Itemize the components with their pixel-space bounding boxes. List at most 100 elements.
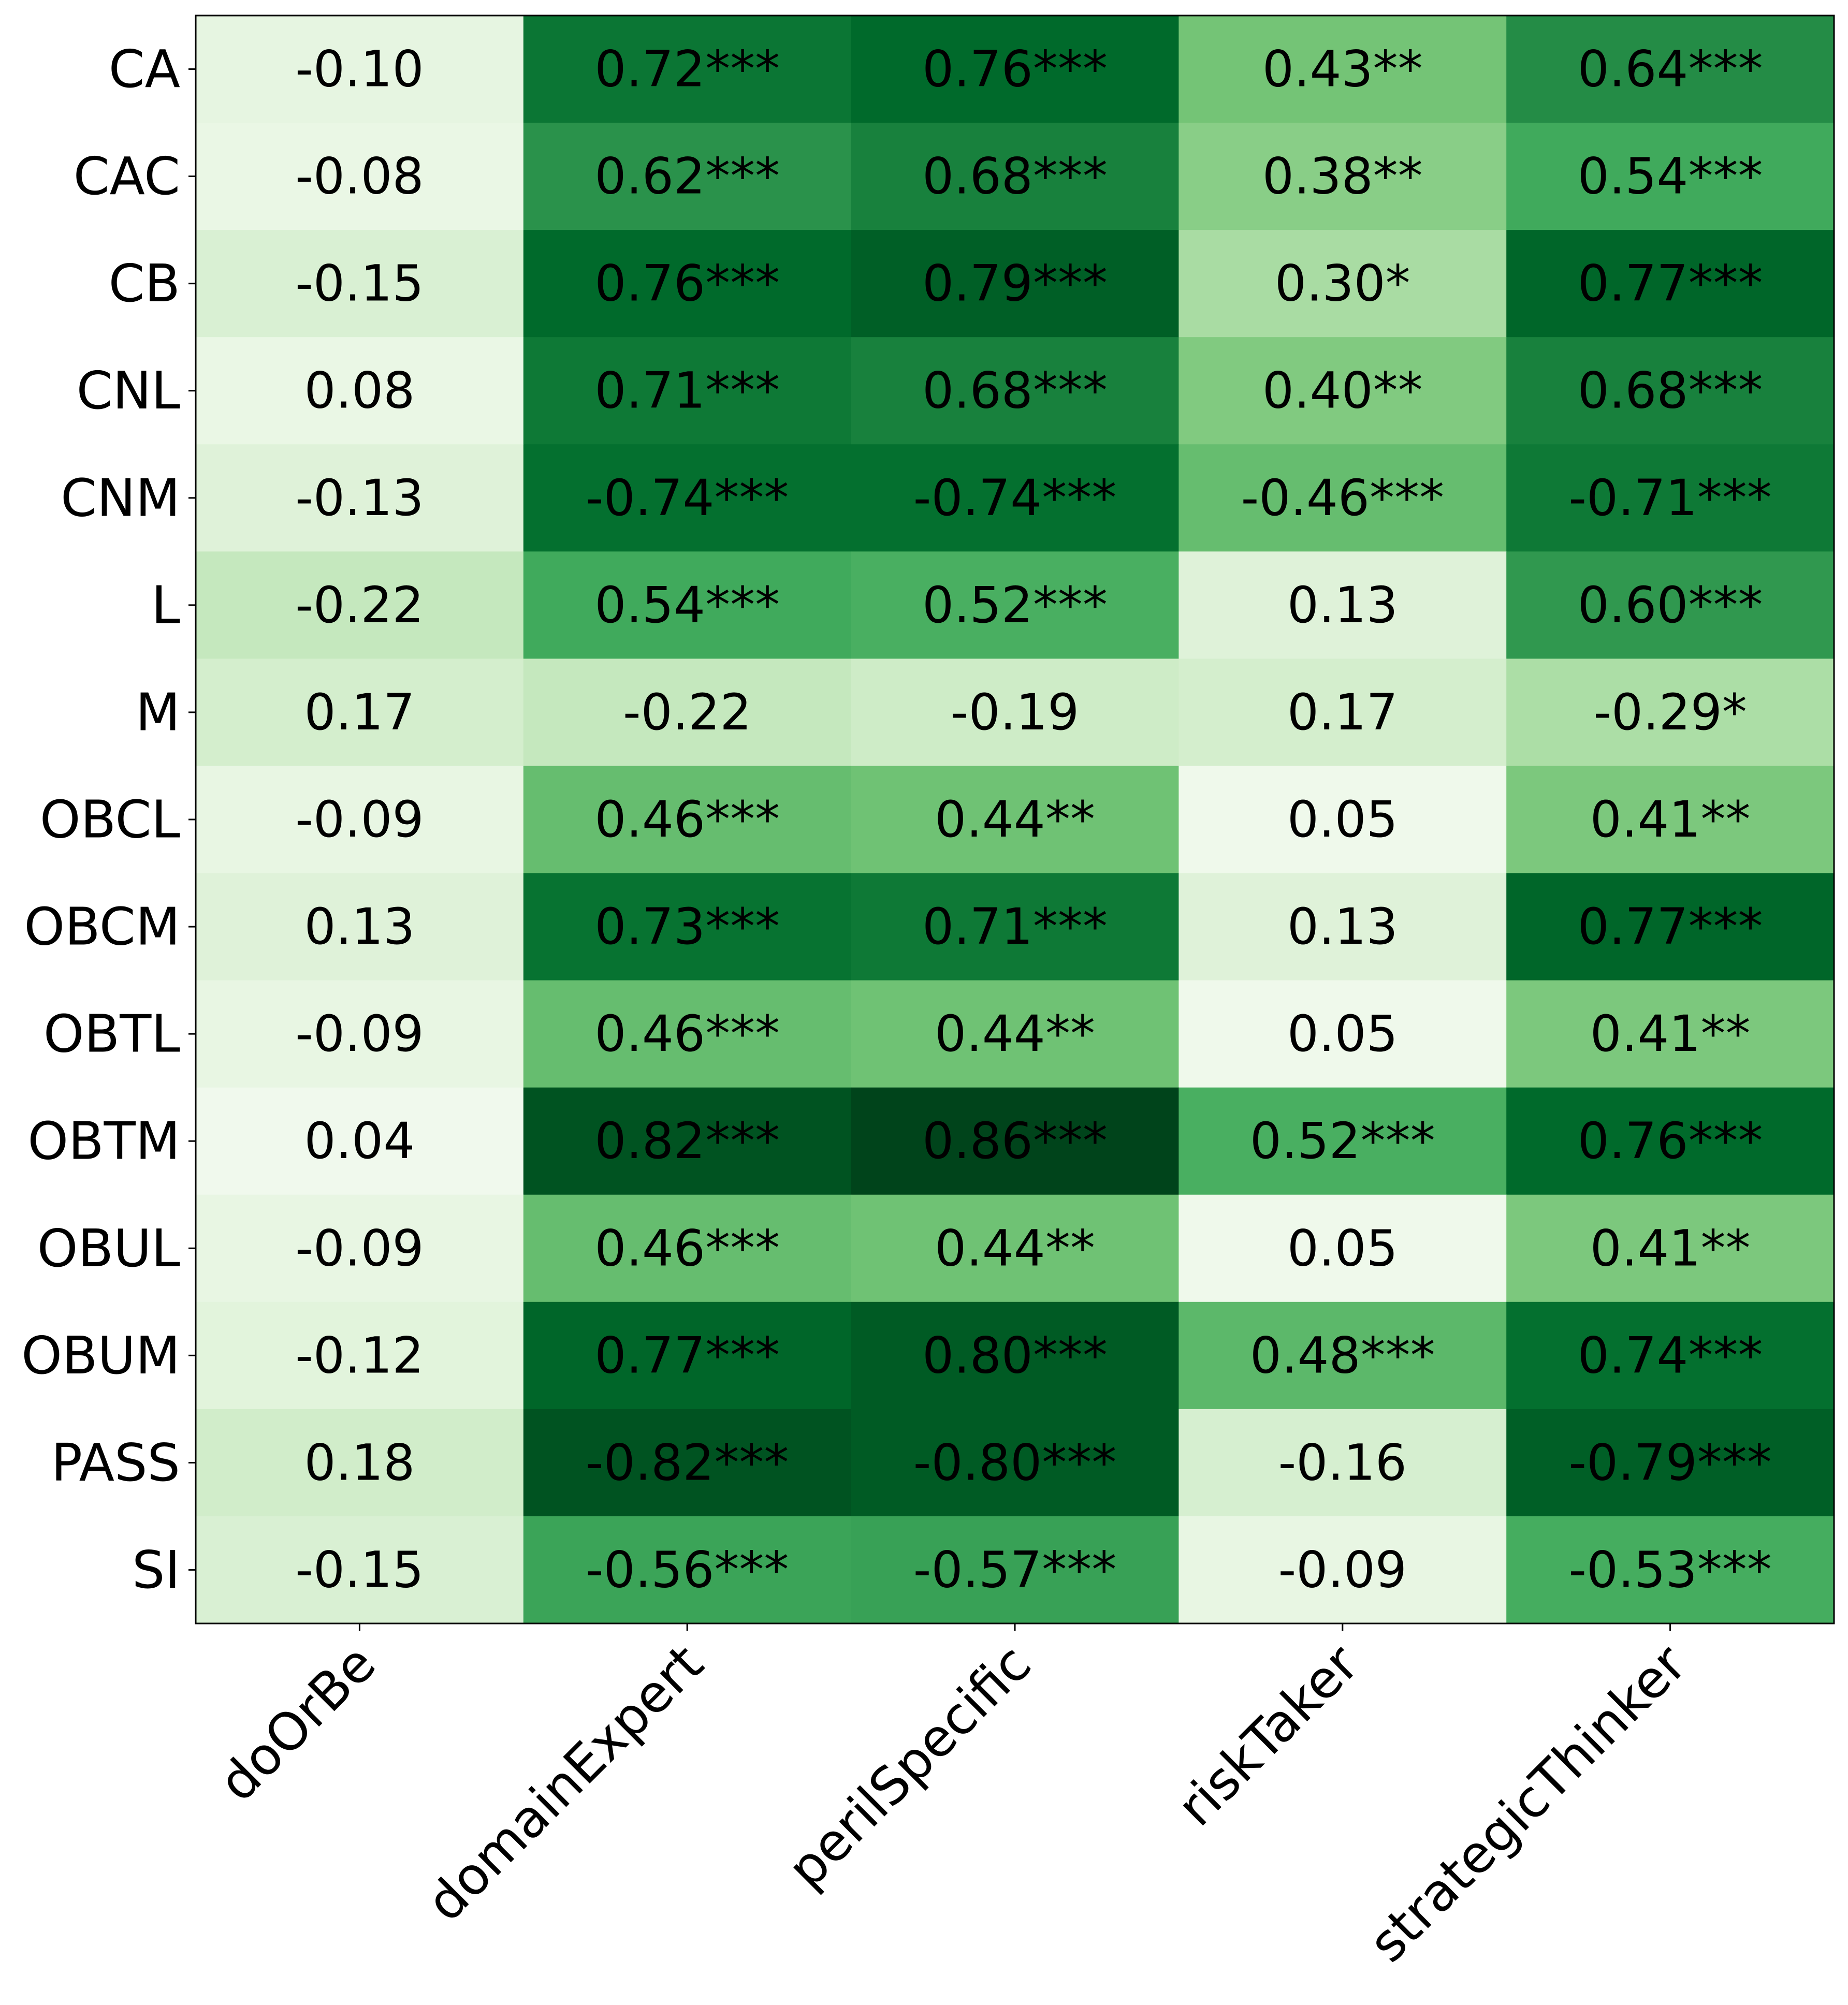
cell-value-label: 0.77*** (1578, 898, 1763, 956)
heatmap-cell (1506, 551, 1835, 659)
cell-value-label: -0.15 (295, 255, 424, 313)
heatmap-cell (1506, 873, 1835, 981)
cell-value-label: -0.46*** (1241, 469, 1444, 527)
cell-value-label: 0.76*** (1578, 1112, 1763, 1170)
cell-value-label: 0.46*** (594, 1005, 780, 1063)
heatmap-cell (1178, 444, 1507, 552)
cell-value-label: -0.12 (295, 1326, 424, 1384)
heatmap-cell (1178, 980, 1507, 1088)
heatmap-cell (523, 1516, 852, 1624)
cell-value-label: -0.29* (1593, 683, 1747, 741)
y-tick-label: OBUL (37, 1218, 181, 1279)
y-tick-label: SI (132, 1540, 180, 1600)
heatmap-cell (851, 1516, 1179, 1624)
heatmap-cell (1178, 230, 1507, 338)
heatmap-cell (851, 230, 1179, 338)
heatmap-cell (1178, 123, 1507, 230)
cell-value-label: -0.10 (295, 40, 424, 98)
y-tick-label: PASS (51, 1432, 180, 1493)
cell-value-label: 0.13 (1287, 898, 1398, 956)
heatmap-cell (1178, 658, 1507, 767)
cell-value-label: 0.38** (1262, 148, 1423, 206)
heatmap-cell (196, 337, 524, 445)
cell-value-label: 0.18 (304, 1433, 415, 1491)
heatmap-cell (1178, 16, 1507, 123)
cell-value-label: 0.86*** (922, 1112, 1108, 1170)
y-tick-label: CA (109, 39, 180, 99)
heatmap-cell (523, 551, 852, 659)
cell-value-label: -0.22 (623, 683, 751, 741)
cell-value-label: 0.64*** (1578, 40, 1763, 98)
heatmap-cell (851, 16, 1179, 123)
heatmap-cell (851, 123, 1179, 230)
heatmap-cell (196, 1194, 524, 1302)
y-tick-label: OBCL (40, 789, 180, 850)
heatmap-cell (1178, 873, 1507, 981)
heatmap-cell (196, 444, 524, 552)
cell-value-label: 0.71*** (922, 898, 1108, 956)
y-tick-label: OBTM (27, 1111, 180, 1172)
heatmap-cell (851, 1087, 1179, 1195)
heatmap-cell (523, 1194, 852, 1302)
cell-value-label: -0.53*** (1568, 1541, 1771, 1599)
cell-value-label: 0.41** (1590, 1005, 1751, 1063)
cell-value-label: -0.74*** (913, 469, 1116, 527)
heatmap-cell (1178, 1516, 1507, 1624)
heatmap-cell (1178, 1194, 1507, 1302)
heatmap-cell (1178, 337, 1507, 445)
cell-value-label: 0.77*** (594, 1326, 780, 1384)
heatmap-cell (196, 873, 524, 981)
cell-value-label: -0.56*** (586, 1541, 789, 1599)
heatmap-cell (1506, 123, 1835, 230)
heatmap-cell (1506, 444, 1835, 552)
heatmap-cell (523, 123, 852, 230)
cell-value-label: 0.52*** (922, 576, 1108, 634)
heatmap-cell (196, 658, 524, 767)
heatmap-cell (1506, 16, 1835, 123)
cell-value-label: 0.73*** (594, 898, 780, 956)
cell-value-label: -0.15 (295, 1541, 424, 1599)
cell-value-label: 0.68*** (1578, 362, 1763, 420)
heatmap-cell (1178, 766, 1507, 874)
heatmap-cell (1178, 1087, 1507, 1195)
cell-value-label: 0.30* (1275, 255, 1410, 313)
cell-value-label: 0.68*** (922, 148, 1108, 206)
cell-value-label: 0.82*** (594, 1112, 780, 1170)
heatmap-cell (523, 980, 852, 1088)
cell-value-label: 0.54*** (594, 576, 780, 634)
cell-labels: -0.10 0.72*** 0.76*** 0.43** 0.64*** -0.08 0.6… (295, 40, 1772, 1599)
cell-value-label: 0.43** (1262, 40, 1423, 98)
cell-value-label: -0.09 (295, 1005, 424, 1063)
cell-value-label: 0.60*** (1578, 576, 1763, 634)
heatmap-cell (851, 658, 1179, 767)
cell-value-label: -0.09 (295, 791, 424, 848)
cell-value-label: 0.80*** (922, 1326, 1108, 1384)
cell-value-label: 0.40** (1262, 362, 1423, 420)
cell-value-label: 0.54*** (1578, 148, 1763, 206)
heatmap-cell (851, 444, 1179, 552)
heatmap-cell (523, 1301, 852, 1410)
heatmap-cell (523, 1087, 852, 1195)
heatmap-cell (196, 1409, 524, 1517)
heatmap-cell (1506, 1516, 1835, 1624)
cell-value-label: 0.08 (304, 362, 415, 420)
cell-value-label: 0.77*** (1578, 255, 1763, 313)
y-tick-label: OBUM (21, 1325, 180, 1386)
heatmap-cell (196, 16, 524, 123)
y-tick-label: CAC (74, 146, 180, 207)
heatmap-cell (1506, 1194, 1835, 1302)
heatmap-cell (1506, 980, 1835, 1088)
y-tick-label: OBCM (24, 897, 180, 957)
cell-value-label: 0.17 (304, 683, 415, 741)
cell-value-label: 0.17 (1287, 683, 1398, 741)
heatmap-cell (196, 1301, 524, 1410)
cell-value-label: -0.22 (295, 576, 424, 634)
heatmap-cell (1178, 1301, 1507, 1410)
cell-value-label: -0.57*** (913, 1541, 1116, 1599)
heatmap-cell (523, 16, 852, 123)
cell-value-label: 0.41** (1590, 1219, 1751, 1277)
y-tick-label: CNM (61, 467, 180, 528)
cell-value-label: 0.46*** (594, 1219, 780, 1277)
y-axis: CA CAC CB CNL CNM LM OBCL OBCM OBTL OBTM OBUL OBUM P… (21, 39, 196, 1600)
y-tick-label: CNL (77, 360, 181, 421)
